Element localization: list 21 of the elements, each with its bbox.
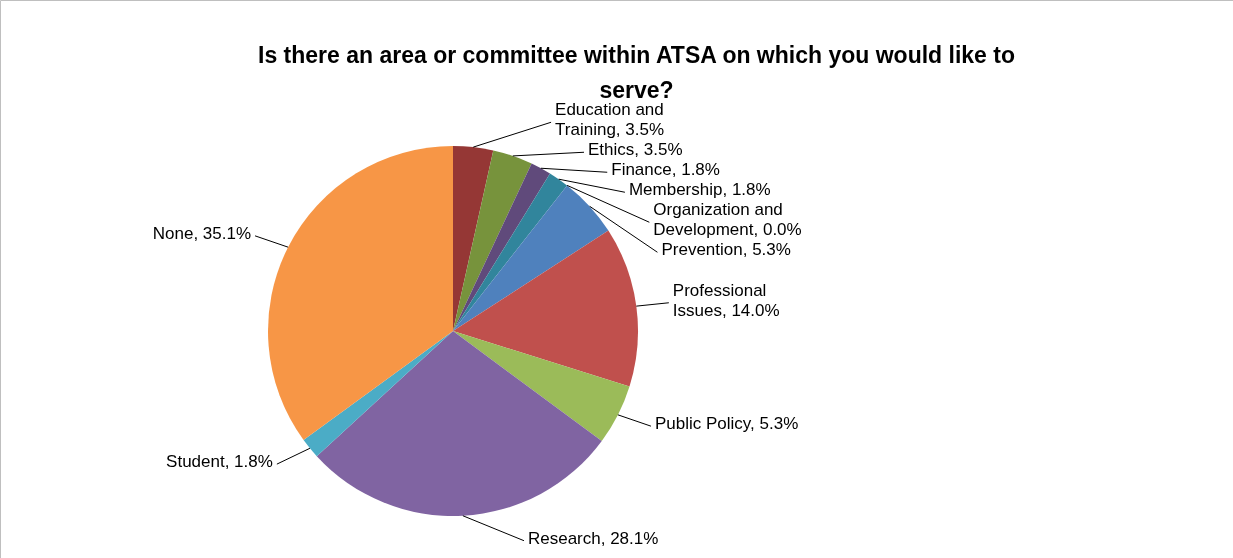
slice-label: Membership, 1.8%: [628, 180, 771, 200]
pie-slice: [453, 163, 550, 331]
slice-label: Prevention, 5.3%: [661, 240, 791, 260]
pie-slice: [316, 331, 602, 516]
slice-label: Professional Issues, 14.0%: [672, 280, 780, 320]
chart-title: Is there an area or committee within ATSA on which you would like to serve?: [258, 42, 1015, 103]
pie-slice: [453, 173, 568, 331]
slice-label: Ethics, 3.5%: [588, 140, 683, 160]
slice-label: Public Policy, 5.3%: [654, 414, 799, 434]
slice-label: Research, 28.1%: [527, 528, 659, 548]
pie-slice: [453, 331, 630, 441]
slice-label: Finance, 1.8%: [611, 160, 720, 180]
slice-label: Education and Training, 3.5%: [555, 100, 665, 140]
slice-label: Student, 1.8%: [166, 452, 273, 472]
pie-slice: [453, 230, 638, 387]
pie-slice: [453, 185, 609, 331]
slice-label: None, 35.1%: [152, 223, 252, 243]
pie-slice: [453, 150, 532, 331]
pie-slice: [268, 146, 453, 441]
pie-slice: [453, 146, 494, 331]
legend-label: Organization and Development, 0.0%: [653, 200, 802, 240]
